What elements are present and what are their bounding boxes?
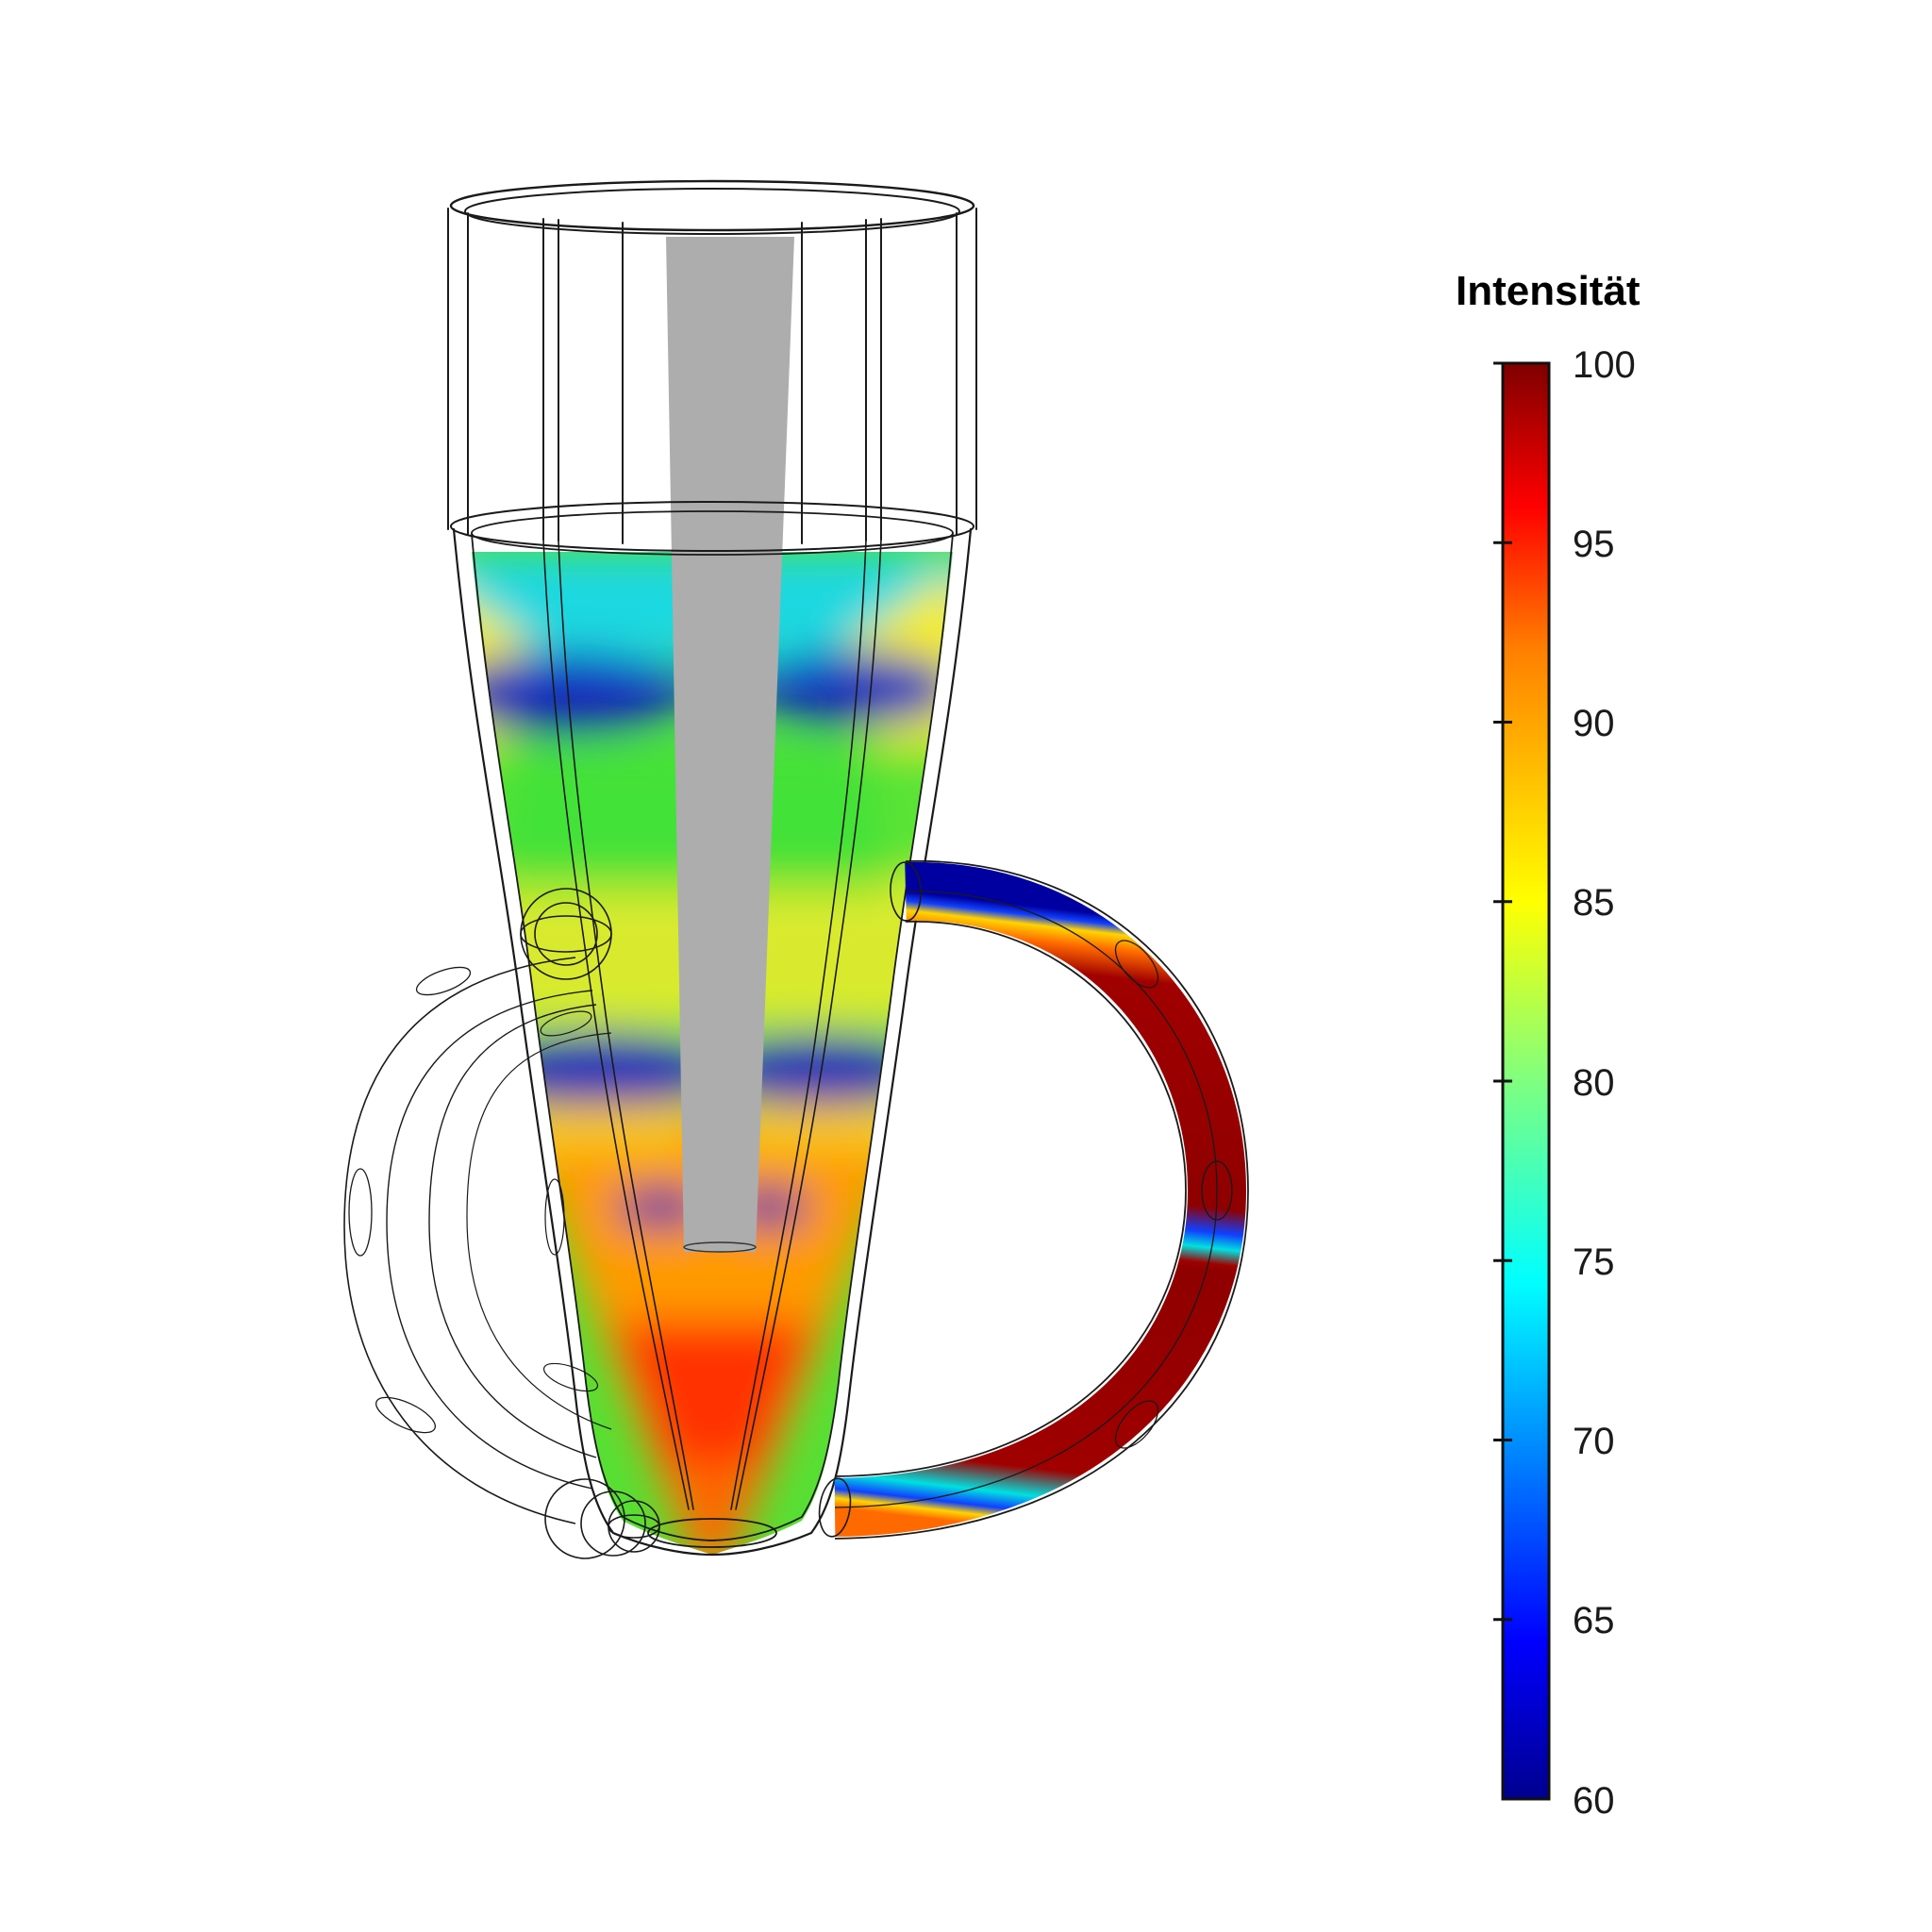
svg-text:75: 75 bbox=[1573, 1241, 1615, 1283]
svg-text:65: 65 bbox=[1573, 1600, 1615, 1641]
svg-text:Intensität: Intensität bbox=[1456, 268, 1641, 314]
svg-text:80: 80 bbox=[1573, 1062, 1615, 1104]
svg-text:95: 95 bbox=[1573, 524, 1615, 565]
svg-text:90: 90 bbox=[1573, 703, 1615, 744]
svg-text:100: 100 bbox=[1573, 344, 1636, 386]
svg-text:60: 60 bbox=[1573, 1780, 1615, 1822]
svg-text:85: 85 bbox=[1573, 882, 1615, 924]
svg-text:70: 70 bbox=[1573, 1421, 1615, 1462]
